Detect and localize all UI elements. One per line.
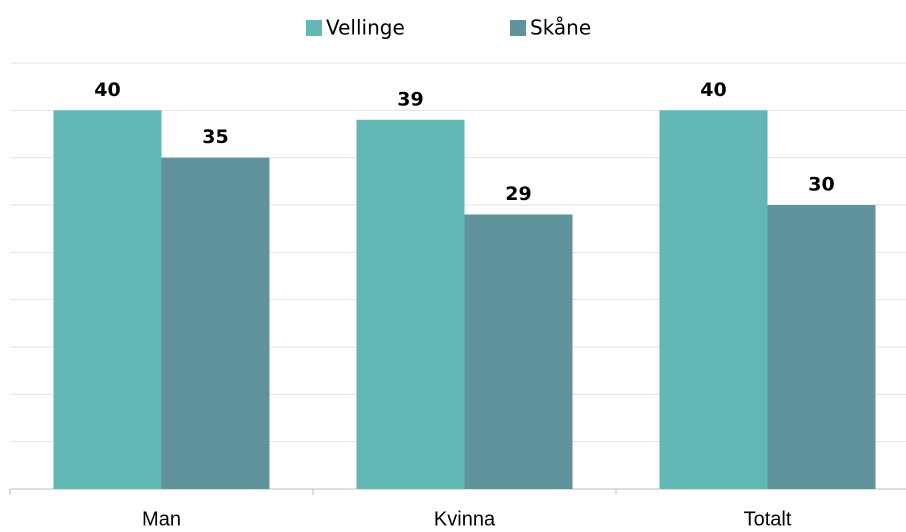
x-tick-label: Man — [142, 508, 181, 530]
bar — [659, 110, 768, 489]
bar — [464, 214, 573, 489]
data-label: 40 — [94, 79, 120, 101]
bar — [356, 119, 465, 490]
legend-label: Skåne — [530, 16, 591, 40]
data-label: 29 — [505, 183, 531, 205]
legend-swatch — [306, 20, 322, 36]
legend-swatch — [510, 20, 526, 36]
bar — [767, 205, 876, 489]
legend-label: Vellinge — [326, 16, 405, 40]
data-label: 39 — [397, 88, 423, 110]
data-label: 30 — [808, 174, 834, 196]
bar — [161, 157, 270, 489]
data-label: 40 — [700, 79, 726, 101]
x-tick-label: Kvinna — [434, 508, 496, 530]
x-tick-label: Totalt — [744, 508, 792, 530]
data-label: 35 — [202, 126, 228, 148]
bar — [53, 110, 162, 489]
